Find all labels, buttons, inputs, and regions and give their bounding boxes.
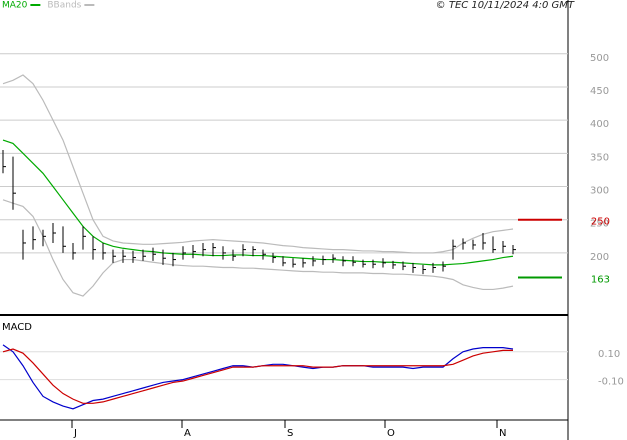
ma-line xyxy=(2,139,514,266)
x-tick-label: N xyxy=(499,428,506,439)
macd-title: MACD xyxy=(2,322,32,333)
y-tick-label: 500 xyxy=(590,53,609,64)
y-tick-label: 300 xyxy=(590,186,609,197)
macd-line xyxy=(2,344,514,410)
bband-upper xyxy=(2,74,514,254)
legend-label: BBands xyxy=(47,1,81,11)
y-tick-label: 250 xyxy=(590,219,609,230)
y-tick-label: 200 xyxy=(590,252,609,263)
level-label: 250 xyxy=(591,217,610,228)
level-label: 163 xyxy=(591,274,610,285)
y-tick-label: 400 xyxy=(590,119,609,130)
y-tick-label: -0.10 xyxy=(598,377,624,388)
x-tick-label: J xyxy=(73,428,77,439)
y-tick-label: 0.10 xyxy=(598,349,620,360)
header: © TEC 10/11/2024 4:0 GMT xyxy=(436,0,575,11)
x-tick-label: S xyxy=(287,428,293,439)
y-tick-label: 450 xyxy=(590,86,609,97)
x-tick-label: O xyxy=(387,428,395,439)
bband-lower xyxy=(2,199,514,297)
y-tick-label: 350 xyxy=(590,152,609,163)
x-tick-label: A xyxy=(184,428,191,439)
macd-line xyxy=(2,348,513,404)
legend-label: MA20 xyxy=(2,1,28,11)
